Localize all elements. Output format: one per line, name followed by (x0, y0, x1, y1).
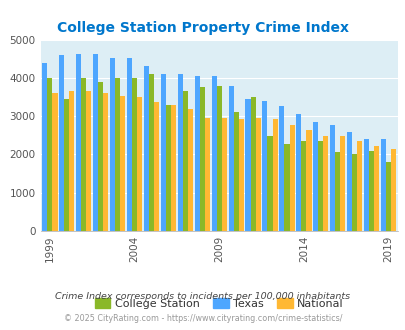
Bar (103, 93, 108, 231)
Bar (137, 97, 142, 231)
Bar (127, 58, 132, 231)
Bar (390, 149, 395, 231)
Bar (81, 78, 86, 231)
Bar (250, 97, 255, 231)
Bar (199, 87, 205, 231)
Legend: College Station, Texas, National: College Station, Texas, National (90, 294, 347, 313)
Bar (98, 82, 103, 231)
Bar (132, 78, 137, 231)
Bar (368, 151, 373, 231)
Bar (267, 136, 272, 231)
Bar (216, 85, 221, 231)
Bar (245, 99, 250, 231)
Bar (149, 74, 153, 231)
Bar (69, 91, 74, 231)
Text: © 2025 CityRating.com - https://www.cityrating.com/crime-statistics/: © 2025 CityRating.com - https://www.city… (64, 314, 341, 323)
Bar (177, 74, 182, 231)
Bar (284, 145, 289, 231)
Bar (272, 119, 277, 231)
Bar (42, 63, 47, 231)
Bar (262, 101, 267, 231)
Bar (59, 55, 64, 231)
Bar (318, 142, 322, 231)
Bar (373, 146, 378, 231)
Bar (233, 112, 238, 231)
Bar (228, 85, 233, 231)
Bar (52, 93, 58, 231)
Bar (363, 139, 368, 231)
Bar (64, 99, 69, 231)
Text: Crime Index corresponds to incidents per 100,000 inhabitants: Crime Index corresponds to incidents per… (55, 292, 350, 301)
Text: College Station Property Crime Index: College Station Property Crime Index (57, 21, 348, 35)
Bar (255, 118, 260, 231)
Bar (289, 125, 294, 231)
Bar (356, 141, 361, 231)
Bar (221, 118, 226, 231)
Bar (194, 76, 199, 231)
Bar (160, 74, 166, 231)
Bar (188, 109, 192, 231)
Bar (76, 54, 81, 231)
Bar (306, 130, 311, 231)
Bar (339, 136, 345, 231)
Bar (238, 119, 243, 231)
Bar (171, 105, 176, 231)
Bar (312, 121, 318, 231)
Bar (322, 136, 328, 231)
Bar (279, 106, 284, 231)
Bar (205, 118, 209, 231)
Bar (115, 78, 120, 231)
Bar (86, 91, 91, 231)
Bar (143, 66, 149, 231)
Bar (47, 78, 52, 231)
Bar (182, 91, 188, 231)
Bar (301, 142, 306, 231)
Bar (93, 54, 98, 231)
Bar (166, 105, 171, 231)
Bar (211, 76, 216, 231)
Bar (329, 125, 335, 231)
Bar (335, 152, 339, 231)
Bar (346, 132, 351, 231)
Bar (120, 96, 125, 231)
Bar (110, 58, 115, 231)
Bar (351, 154, 356, 231)
Bar (380, 139, 385, 231)
Bar (385, 162, 390, 231)
Bar (296, 114, 301, 231)
Bar (153, 102, 159, 231)
